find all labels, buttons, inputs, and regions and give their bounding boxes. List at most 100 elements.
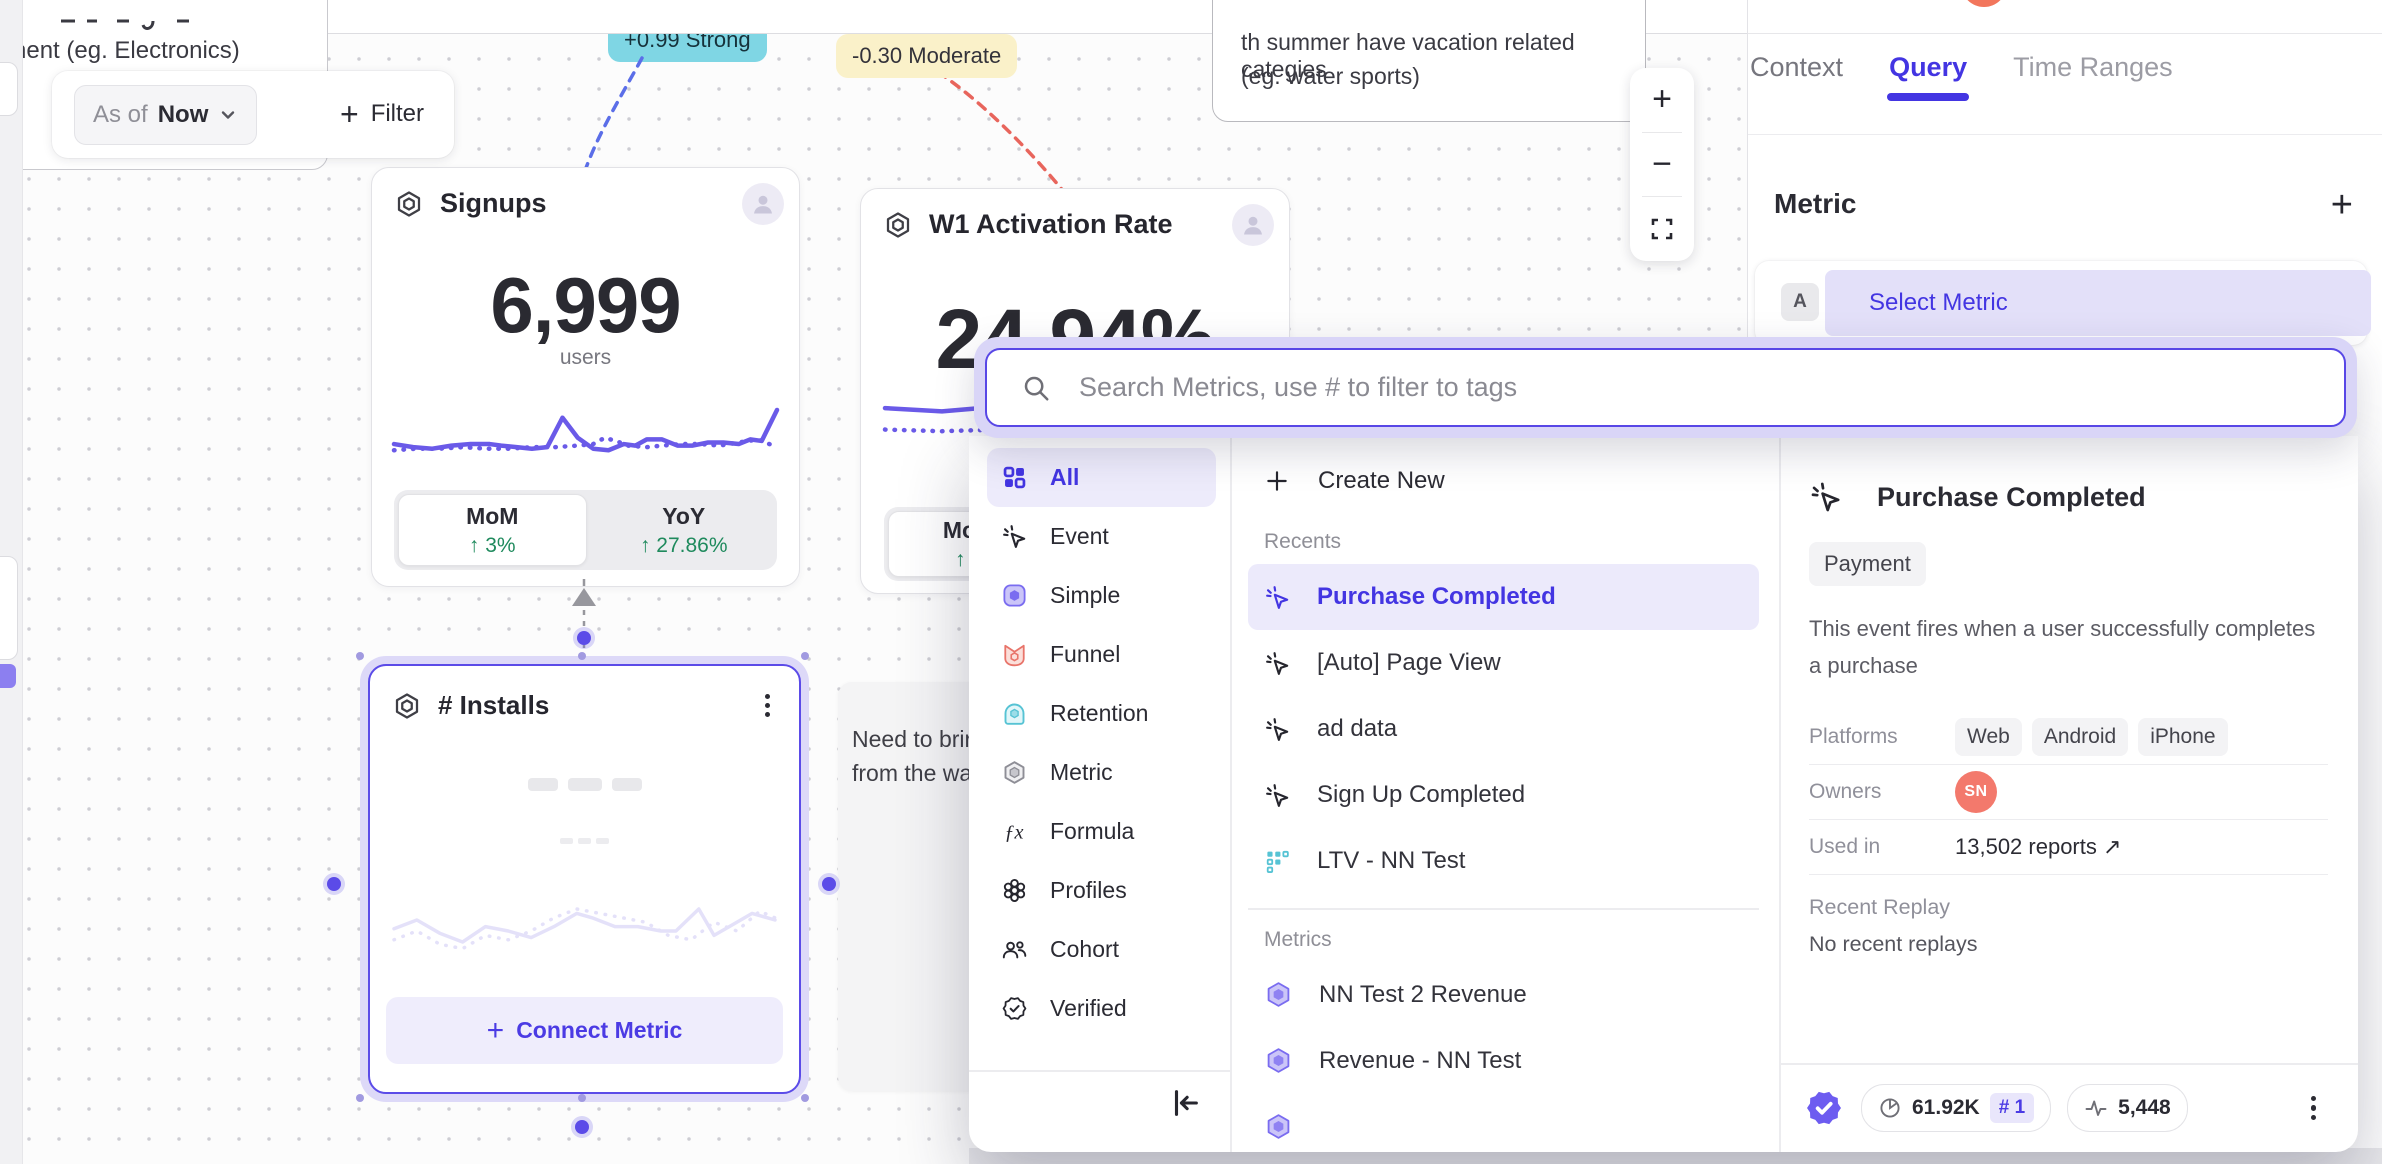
tab-query[interactable]: Query bbox=[1887, 52, 1970, 101]
footer-menu-kebab-icon[interactable] bbox=[2310, 1092, 2316, 1125]
event-volume-pill[interactable]: 61.92K # 1 bbox=[1861, 1084, 2052, 1132]
recent-item[interactable]: Sign Up Completed bbox=[1248, 762, 1759, 828]
category-label: Simple bbox=[1050, 582, 1121, 608]
category-retention[interactable]: Retention bbox=[987, 684, 1216, 743]
rank-chip: # 1 bbox=[1989, 1093, 2035, 1123]
as-of-value: Now bbox=[157, 101, 209, 128]
metric-item[interactable]: NN Test 2 Revenue bbox=[1248, 962, 1759, 1028]
collapse-sidebar-button[interactable] bbox=[1168, 1086, 1202, 1120]
event-activity-pill[interactable]: 5,448 bbox=[2067, 1084, 2188, 1132]
fit-screen-button[interactable] bbox=[1630, 197, 1694, 261]
add-metric-button[interactable]: + bbox=[2330, 184, 2353, 226]
recent-item[interactable]: Purchase Completed bbox=[1248, 564, 1759, 630]
recent-item[interactable]: LTV - NN Test bbox=[1248, 828, 1759, 894]
recent-item[interactable]: [Auto] Page View bbox=[1248, 630, 1759, 696]
plus-icon bbox=[1267, 471, 1287, 491]
category-formula[interactable]: ƒx Formula bbox=[987, 802, 1216, 861]
card-menu-kebab-icon[interactable] bbox=[765, 690, 773, 721]
metric-unit: users bbox=[559, 346, 612, 369]
metric-value: 6,999 bbox=[490, 261, 681, 349]
owner-avatar[interactable]: SN bbox=[1955, 771, 1997, 813]
verified-seal-icon bbox=[1803, 1087, 1845, 1129]
metric-list-column: Create New Recents Purchase Completed [Au… bbox=[1230, 436, 1779, 1152]
connect-metric-button[interactable]: + Connect Metric bbox=[386, 997, 783, 1064]
category-cohort[interactable]: Cohort bbox=[987, 920, 1216, 979]
metric-section-heading: Metric bbox=[1774, 188, 1857, 219]
installs-ghost-sparkline bbox=[394, 876, 775, 964]
fullscreen-icon bbox=[1651, 218, 1673, 240]
category-verified[interactable]: Verified bbox=[987, 979, 1216, 1038]
metric-hexagon-icon bbox=[394, 189, 424, 219]
detail-tag[interactable]: Payment bbox=[1809, 542, 1926, 586]
picker-footer: 61.92K # 1 5,448 bbox=[1779, 1064, 2358, 1152]
plus-icon: + bbox=[486, 1013, 505, 1047]
metric_purple-icon bbox=[1264, 980, 1293, 1009]
metric-item[interactable]: Revenue - NN Test bbox=[1248, 1028, 1759, 1094]
create-new-button[interactable]: Create New bbox=[1248, 458, 1759, 504]
platforms-label: Platforms bbox=[1809, 725, 1898, 748]
signups-sparkline bbox=[394, 396, 777, 458]
tab-time-ranges[interactable]: Time Ranges bbox=[2013, 52, 2173, 82]
ltv-icon bbox=[1264, 848, 1291, 875]
used-in-reports-link[interactable]: 13,502 reports ↗ bbox=[1955, 834, 2122, 859]
add-filter-button[interactable]: + Filter bbox=[340, 85, 424, 143]
metric-search-input[interactable] bbox=[1077, 371, 2334, 404]
platform-pill-android: Android bbox=[2031, 718, 2129, 756]
category-label: Profiles bbox=[1050, 877, 1127, 903]
sticky-note-topright[interactable]: th summer have vacation related categies… bbox=[1212, 0, 1646, 122]
metric-search-box bbox=[985, 348, 2346, 427]
item-label: ad data bbox=[1317, 715, 1398, 742]
card-title: Signups bbox=[440, 188, 547, 218]
owner-avatar[interactable] bbox=[1232, 204, 1274, 246]
recent-item[interactable]: ad data bbox=[1248, 696, 1759, 762]
tab-context[interactable]: Context bbox=[1750, 52, 1844, 82]
metric-detail-column: Purchase Completed Payment This event fi… bbox=[1779, 436, 2358, 1152]
owner-avatar[interactable] bbox=[742, 183, 784, 225]
profiles-icon bbox=[1001, 877, 1028, 904]
category-all[interactable]: All bbox=[987, 448, 1216, 507]
category-label: Formula bbox=[1050, 818, 1135, 844]
category-label: Metric bbox=[1050, 759, 1113, 785]
chevron-down-icon bbox=[218, 105, 238, 125]
zoom-in-button[interactable]: + bbox=[1652, 80, 1672, 119]
filter-label: Filter bbox=[370, 100, 425, 127]
sticky-note-middle[interactable]: Need to brir from the wa bbox=[838, 682, 972, 1091]
metric_purple-icon bbox=[1264, 1046, 1293, 1075]
metric-card-installs[interactable]: # Installs + Connect Metric bbox=[368, 664, 801, 1094]
mom-toggle[interactable]: MoM ↑ 3% bbox=[398, 494, 587, 566]
metric-item[interactable] bbox=[1248, 1094, 1759, 1153]
category-profiles[interactable]: Profiles bbox=[987, 861, 1216, 920]
collapse-icon bbox=[1174, 1090, 1198, 1116]
note-text-line1: Need to brir bbox=[852, 726, 973, 752]
events-value: 5,448 bbox=[2118, 1096, 2171, 1119]
detail-description: This event fires when a user successfull… bbox=[1809, 616, 2316, 678]
canvas-toolbar: As of Now + Filter bbox=[52, 71, 454, 158]
category-event[interactable]: Event bbox=[987, 507, 1216, 566]
category-funnel[interactable]: Funnel bbox=[987, 625, 1216, 684]
yoy-delta: ↑ 27.86% bbox=[639, 533, 728, 557]
comparison-toggle: MoM ↑ 3% YoY ↑ 27.86% bbox=[394, 490, 777, 570]
category-simple[interactable]: Simple bbox=[987, 566, 1216, 625]
event-icon bbox=[1264, 650, 1291, 677]
zoom-out-button[interactable]: − bbox=[1652, 145, 1672, 183]
mom-delta: ↑ 3% bbox=[468, 533, 516, 557]
platform-pill-web: Web bbox=[1955, 718, 2022, 756]
select-metric-field[interactable]: Select Metric bbox=[1825, 270, 2371, 336]
metric-slot-row: A Select Metric bbox=[1755, 261, 2371, 345]
note-text-line1: th summer have vacation related categies bbox=[1241, 29, 1575, 82]
simple-icon bbox=[1001, 582, 1028, 609]
correlation-badge-moderate[interactable]: -0.30 Moderate bbox=[836, 34, 1018, 78]
category-column: All Event Simple Funnel Retention Metric ƒx For… bbox=[969, 436, 1230, 1152]
category-metric[interactable]: Metric bbox=[987, 743, 1216, 802]
metric-card-signups[interactable]: Signups 6,999 users MoM ↑ 3% YoY ↑ 27.86… bbox=[371, 167, 800, 587]
event-icon bbox=[1264, 782, 1291, 809]
event-icon bbox=[1264, 584, 1291, 611]
item-label: Revenue - NN Test bbox=[1319, 1046, 1522, 1074]
yoy-toggle[interactable]: YoY ↑ 27.86% bbox=[591, 490, 778, 570]
clipped-text-fragment bbox=[61, 19, 189, 30]
event-icon bbox=[1264, 716, 1291, 743]
category-label: Verified bbox=[1050, 995, 1127, 1021]
metric-hexagon-icon bbox=[392, 691, 422, 721]
as-of-dropdown[interactable]: As of Now bbox=[74, 85, 258, 145]
verified-icon bbox=[1001, 995, 1028, 1022]
